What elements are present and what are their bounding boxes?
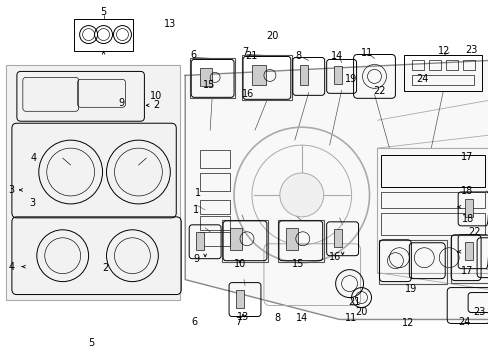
Bar bbox=[277, 220, 323, 262]
Text: 24: 24 bbox=[457, 318, 469, 328]
Bar bbox=[464, 199, 472, 217]
Bar bbox=[200, 68, 212, 86]
Text: 6: 6 bbox=[191, 317, 198, 327]
Text: 22: 22 bbox=[373, 86, 386, 96]
Bar bbox=[411, 60, 424, 71]
Text: 17: 17 bbox=[461, 152, 473, 162]
Text: 12: 12 bbox=[401, 319, 413, 328]
Text: 19: 19 bbox=[344, 74, 356, 84]
Bar bbox=[299, 66, 307, 85]
Text: 20: 20 bbox=[266, 31, 278, 41]
Text: 5: 5 bbox=[100, 6, 106, 17]
Text: 18: 18 bbox=[461, 215, 473, 224]
Bar bbox=[379, 240, 447, 284]
Text: 10: 10 bbox=[149, 91, 162, 101]
Text: 9: 9 bbox=[193, 254, 199, 264]
Text: 5: 5 bbox=[88, 338, 94, 348]
Text: 23: 23 bbox=[464, 45, 476, 55]
Bar bbox=[236, 289, 244, 307]
Text: 16: 16 bbox=[328, 252, 340, 262]
Text: 7: 7 bbox=[235, 317, 241, 327]
Text: 2: 2 bbox=[102, 263, 108, 273]
Text: 6: 6 bbox=[190, 50, 196, 60]
Bar bbox=[190, 58, 235, 98]
Text: 21: 21 bbox=[347, 297, 360, 306]
Bar bbox=[428, 60, 440, 71]
Text: 10: 10 bbox=[233, 259, 245, 269]
Bar bbox=[381, 213, 484, 235]
Text: 4: 4 bbox=[9, 262, 15, 272]
Text: 1: 1 bbox=[193, 205, 199, 215]
Text: 16: 16 bbox=[242, 89, 254, 99]
Bar bbox=[200, 216, 229, 230]
Text: 24: 24 bbox=[415, 74, 427, 84]
Text: 4: 4 bbox=[31, 153, 37, 163]
Text: 14: 14 bbox=[295, 313, 307, 323]
Bar bbox=[450, 235, 488, 283]
Bar bbox=[242, 55, 291, 100]
Bar bbox=[229, 228, 242, 250]
Bar bbox=[446, 60, 457, 71]
Text: 12: 12 bbox=[437, 45, 449, 55]
Text: 13: 13 bbox=[164, 19, 176, 29]
Bar bbox=[74, 19, 133, 50]
Text: 13: 13 bbox=[236, 312, 248, 323]
Text: 22: 22 bbox=[467, 227, 479, 237]
Bar bbox=[200, 200, 229, 214]
Text: 21: 21 bbox=[245, 51, 258, 61]
Text: 8: 8 bbox=[295, 51, 301, 62]
Text: 1: 1 bbox=[195, 188, 201, 198]
Bar bbox=[464, 242, 472, 260]
Bar bbox=[196, 232, 203, 250]
Text: 3: 3 bbox=[29, 198, 36, 208]
Text: 3: 3 bbox=[9, 185, 15, 195]
Text: 11: 11 bbox=[361, 49, 373, 58]
Bar bbox=[381, 192, 484, 208]
Bar bbox=[377, 148, 488, 273]
Bar bbox=[222, 220, 267, 262]
Bar bbox=[200, 150, 229, 168]
Text: 15: 15 bbox=[203, 80, 215, 90]
Bar bbox=[285, 228, 297, 250]
Text: 23: 23 bbox=[472, 307, 484, 318]
Text: 15: 15 bbox=[291, 259, 304, 269]
Bar bbox=[381, 155, 484, 187]
Text: 18: 18 bbox=[460, 186, 472, 196]
Circle shape bbox=[279, 173, 323, 217]
Text: 9: 9 bbox=[119, 98, 124, 108]
Bar bbox=[462, 60, 474, 71]
Text: 19: 19 bbox=[405, 284, 417, 293]
Bar bbox=[200, 173, 229, 191]
Bar bbox=[404, 55, 481, 91]
Bar bbox=[6, 66, 180, 300]
Bar bbox=[251, 66, 265, 85]
Bar bbox=[411, 75, 473, 85]
Text: 20: 20 bbox=[355, 307, 367, 318]
Text: 17: 17 bbox=[460, 266, 472, 276]
Text: 8: 8 bbox=[273, 313, 280, 323]
Text: 11: 11 bbox=[344, 313, 356, 323]
Bar bbox=[200, 232, 229, 246]
Text: 2: 2 bbox=[153, 100, 159, 110]
Polygon shape bbox=[185, 60, 488, 319]
Bar bbox=[333, 229, 341, 247]
Text: 7: 7 bbox=[242, 48, 247, 58]
Bar bbox=[333, 67, 341, 84]
Text: 14: 14 bbox=[330, 51, 342, 62]
